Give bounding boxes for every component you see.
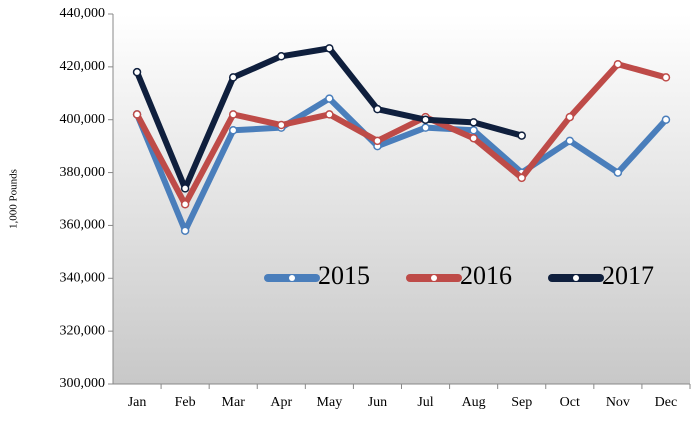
x-tick-label: Mar [222, 395, 246, 410]
x-tick-label: Jan [128, 395, 147, 410]
x-tick-label: May [317, 395, 343, 410]
data-point [469, 133, 478, 143]
data-point [277, 52, 286, 61]
x-tick-label: Jul [417, 395, 433, 410]
data-point [517, 173, 526, 183]
x-tick-label: Nov [606, 395, 630, 410]
y-tick-label: 300,000 [60, 376, 106, 391]
y-tick-label: 400,000 [60, 112, 106, 127]
y-tick-label: 440,000 [60, 6, 106, 21]
y-tick-label: 420,000 [60, 59, 106, 74]
data-point [565, 112, 575, 122]
data-point [373, 136, 382, 146]
x-tick-label: Feb [175, 395, 196, 410]
data-point [613, 59, 623, 69]
legend-marker [289, 275, 295, 281]
data-point [228, 126, 238, 135]
data-point [228, 73, 238, 82]
y-tick-label: 340,000 [60, 271, 106, 286]
data-point [373, 104, 382, 114]
data-point [661, 73, 671, 82]
data-point [565, 136, 575, 146]
y-tick-label: 320,000 [60, 323, 106, 338]
y-tick-label: 380,000 [60, 165, 106, 180]
data-point [228, 110, 238, 119]
data-point [180, 226, 190, 235]
data-point [277, 120, 286, 130]
data-point [132, 110, 142, 119]
data-point [421, 115, 430, 124]
y-tick-label: 360,000 [60, 218, 106, 233]
data-point [325, 44, 334, 53]
legend-marker [431, 275, 437, 281]
y-axis-label: 1,000 Pounds [8, 169, 20, 229]
data-point [421, 123, 430, 132]
data-point [325, 110, 334, 119]
data-point [469, 118, 478, 127]
legend-label: 2016 [460, 261, 512, 290]
data-point [180, 200, 190, 209]
data-point [132, 67, 142, 77]
legend-label: 2017 [602, 261, 654, 290]
legend-marker [573, 275, 579, 281]
x-tick-label: Jun [368, 395, 387, 410]
legend-label: 2015 [318, 261, 370, 290]
x-tick-label: Oct [560, 395, 580, 410]
x-tick-label: Dec [655, 395, 678, 410]
plot-area [113, 14, 690, 384]
x-tick-label: Apr [270, 395, 292, 410]
x-tick-label: Aug [462, 395, 486, 410]
data-point [661, 115, 671, 124]
x-tick-label: Sep [511, 395, 532, 410]
series-line [134, 61, 667, 208]
data-point [325, 94, 334, 103]
data-point [517, 131, 526, 140]
series-line [134, 95, 669, 234]
data-point [469, 126, 478, 135]
data-point [180, 184, 190, 193]
data-point [613, 168, 623, 177]
